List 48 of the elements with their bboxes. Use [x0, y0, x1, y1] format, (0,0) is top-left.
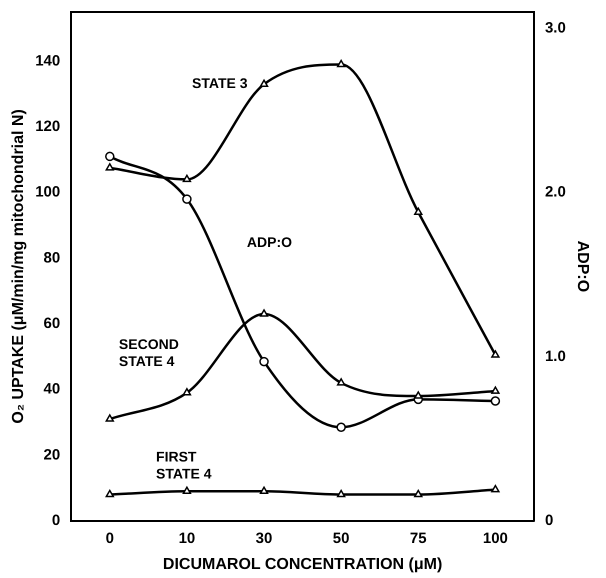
y-tick-label: 140	[35, 52, 60, 70]
x-tick-label: 75	[410, 530, 427, 547]
point	[105, 152, 115, 162]
point	[182, 174, 192, 182]
point	[106, 490, 114, 498]
y2-axis-title: ADP:O	[574, 240, 591, 292]
y2-tick-label: 2.0	[544, 184, 566, 201]
point	[182, 486, 192, 494]
point	[414, 207, 422, 215]
point	[490, 396, 500, 406]
x-axis-title: DICUMAROL CONCENTRATION (μM)	[162, 556, 442, 573]
point	[336, 60, 346, 68]
point	[106, 163, 114, 171]
point	[336, 490, 346, 498]
x-tick-label: 30	[256, 530, 272, 547]
point	[414, 391, 422, 399]
point	[414, 490, 422, 498]
text: ADP:O	[246, 234, 292, 250]
point	[260, 79, 268, 87]
y-tick-label: 120	[35, 118, 60, 136]
y-tick-label: 80	[44, 249, 60, 266]
point	[491, 484, 500, 492]
y-axis-title: O₂ UPTAKE (μM/min/mg mitochondrial N)	[10, 109, 28, 424]
y-tick-label: 60	[44, 314, 60, 332]
y2-tick-label: 3.0	[544, 20, 566, 37]
point	[260, 486, 268, 494]
point	[260, 309, 268, 317]
y2-tick-label: 0	[544, 512, 554, 529]
point	[106, 414, 114, 422]
point	[336, 422, 346, 432]
y-tick-label: 100	[35, 184, 60, 201]
y-tick-label: 20	[44, 446, 60, 464]
point	[491, 350, 500, 358]
x-tick-label: 0	[106, 530, 114, 547]
x-tick-label: 100	[482, 530, 508, 547]
x-tick-label: 10	[178, 530, 196, 547]
point	[259, 356, 269, 366]
point	[336, 378, 346, 386]
series-label: FIRST STATE 4	[156, 448, 212, 482]
point	[491, 386, 500, 394]
point	[182, 194, 192, 204]
y-tick-label: 0	[52, 512, 60, 529]
y2-tick-label: 1.0	[544, 348, 566, 365]
point	[182, 388, 192, 396]
series-label: SECOND STATE 4	[118, 336, 179, 369]
series-label: STATE 3	[192, 75, 248, 92]
y-tick-label: 40	[44, 380, 60, 398]
x-tick-label: 50	[332, 530, 350, 547]
